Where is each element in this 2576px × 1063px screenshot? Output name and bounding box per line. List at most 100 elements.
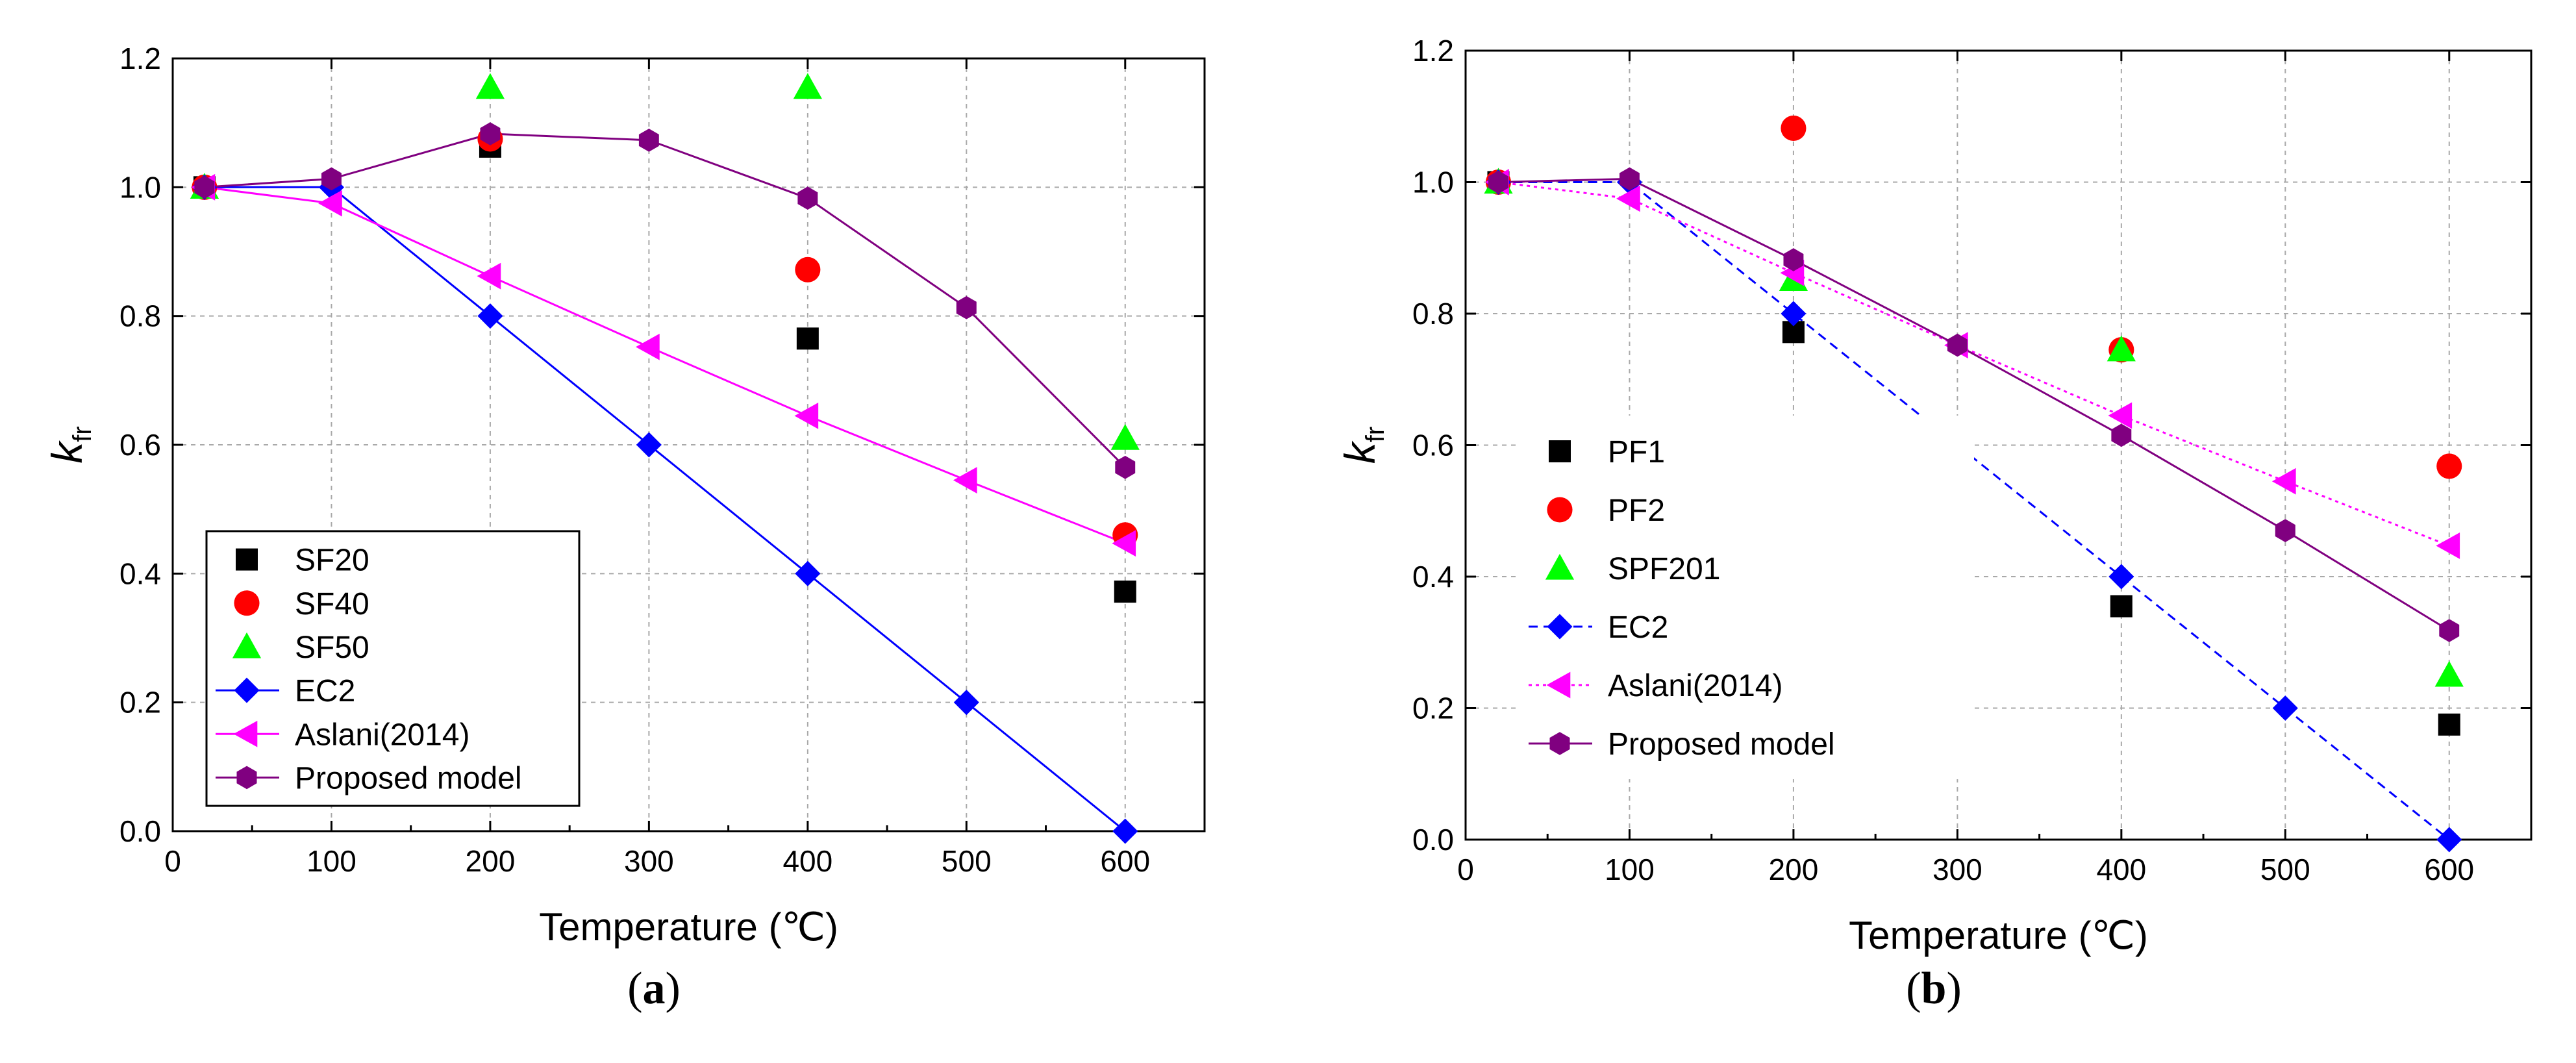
p0-y-tick-label-3: 0.6	[119, 428, 161, 462]
p1-x-tick-label-5: 500	[2260, 853, 2310, 886]
p0-series-line-5	[204, 132, 1126, 468]
p1-legend-label-0: PF1	[1608, 435, 1665, 469]
p0-series-0-point-2	[796, 327, 819, 350]
p0-legend-marker-5	[236, 766, 257, 790]
p0-series-4-point-2	[477, 262, 501, 290]
p0-series-4-point-3	[635, 333, 660, 360]
p0-x-tick-label-6: 600	[1100, 844, 1150, 878]
p1-x-axis-title: Temperature (℃)	[1849, 914, 2148, 957]
p1-legend-label-1: PF2	[1608, 494, 1665, 528]
p1-series-0-point-3	[2438, 713, 2460, 736]
p1-series-5-point-1	[1619, 167, 1640, 191]
p1-series-5-point-3	[1947, 333, 1968, 357]
p1-series-5-point-6	[2439, 619, 2460, 642]
p1-series-2-point-3	[2434, 660, 2464, 687]
p0-y-axis-title-sub: fr	[68, 426, 97, 442]
p0-legend-box	[205, 530, 581, 807]
p1-legend-marker-0	[1549, 440, 1571, 462]
p0-legend-marker-0	[236, 548, 258, 571]
p0-x-tick-label-4: 400	[782, 844, 832, 878]
p0-series-1-point-2	[795, 256, 821, 282]
p0-series-4-point-6	[1112, 530, 1136, 557]
p0-series-4-point-1	[318, 190, 342, 217]
p0-y-tick-label-6: 1.2	[119, 42, 161, 75]
p1-y-tick-label-4: 0.8	[1412, 297, 1454, 331]
p0-legend-marker-3	[234, 677, 260, 703]
p1-series-5-point-4	[2111, 423, 2132, 447]
p0-x-tick-label-3: 300	[624, 844, 674, 878]
p1-y-tick-label-5: 1.0	[1412, 166, 1454, 199]
p1-x-tick-label-4: 400	[2096, 853, 2146, 886]
p1-series-0-point-2	[2110, 595, 2132, 618]
p1-series-4-point-5	[2271, 468, 2296, 495]
p0-x-axis-title: Temperature (℃)	[539, 905, 838, 949]
p1-legend-marker-3	[1547, 614, 1573, 640]
p1-series-5-point-2	[1783, 248, 1804, 271]
p1-series-5-point-0	[1488, 170, 1508, 194]
p1-series-3-point-4	[2108, 564, 2134, 590]
p0-series-3-point-5	[953, 690, 979, 716]
p1-x-tick-label-3: 300	[1932, 853, 1982, 886]
p1-x-tick-label-6: 600	[2424, 853, 2474, 886]
p0-series-5-point-4	[797, 186, 818, 210]
p1-x-tick-label-0: 0	[1457, 853, 1474, 886]
p1-legend-label-5: Proposed model	[1608, 727, 1835, 762]
p0-series-3-point-3	[636, 432, 662, 458]
caption-b: (b)	[1906, 964, 1962, 1014]
p0-series-2-point-1	[475, 73, 505, 99]
panel-a: 0 100 200 300 400 500 600 0.0 0.2 0.4 0.6 0.8 1.0 1.2…	[43, 42, 1206, 949]
p0-x-tick-label-1: 100	[306, 844, 356, 878]
p1-legend-marker-2	[1545, 553, 1575, 580]
caption-b-letter: b	[1921, 964, 1947, 1014]
p1-legend-marker-1	[1547, 497, 1573, 523]
p1-series-4-point-6	[2436, 532, 2460, 559]
p0-legend-marker-1	[234, 590, 260, 616]
p0-series-3-point-4	[795, 560, 821, 586]
p0-y-tick-label-2: 0.4	[119, 557, 161, 590]
p1-legend-box	[1519, 416, 1974, 779]
p0-series-2-point-3	[1110, 423, 1140, 450]
p0-series-0-point-3	[1114, 581, 1136, 603]
p1-y-tick-label-0: 0.0	[1412, 823, 1454, 857]
p0-series-5-point-6	[1115, 455, 1136, 479]
p0-series-5-point-5	[956, 295, 977, 319]
p0-legend-marker-2	[232, 632, 262, 658]
p0-legend-label-5: Proposed model	[295, 761, 522, 795]
p1-legend-marker-5	[1549, 732, 1570, 755]
p0-y-axis-title-main: k	[43, 440, 91, 464]
p1-y-tick-label-3: 0.6	[1412, 429, 1454, 462]
p1-legend-label-3: EC2	[1608, 610, 1668, 645]
p0-series-3-point-2	[477, 303, 503, 329]
p0-series-5-point-1	[321, 167, 342, 191]
p1-y-tick-label-6: 1.2	[1412, 34, 1454, 68]
p0-series-2-point-2	[793, 73, 822, 99]
p1-series-4-point-4	[2108, 402, 2132, 429]
p1-series-2-point-2	[2107, 335, 2136, 362]
p0-y-tick-label-4: 0.8	[119, 299, 161, 333]
p0-legend-label-0: SF20	[295, 544, 369, 578]
p1-series-3-point-5	[2272, 695, 2298, 721]
p1-y-tick-label-2: 0.4	[1412, 560, 1454, 594]
p0-legend-marker-4	[233, 720, 258, 747]
p1-y-axis-title-sub: fr	[1361, 427, 1390, 442]
p0-y-tick-label-1: 0.2	[119, 686, 161, 719]
p1-series-3-point-2	[1781, 301, 1807, 327]
p1-series-3-point-6	[2436, 827, 2462, 853]
p0-series-3-point-6	[1112, 818, 1138, 844]
panel-b: 0 100 200 300 400 500 600 0.0 0.2 0.4 0.6 0.8 1.0 1.2…	[1336, 34, 2532, 957]
p0-y-tick-label-5: 1.0	[119, 170, 161, 204]
p0-series-5-point-2	[480, 122, 501, 145]
caption-a: (a)	[627, 964, 681, 1014]
p0-series-line-4	[204, 186, 1126, 545]
p1-y-tick-label-1: 0.2	[1412, 692, 1454, 725]
p1-x-tick-label-2: 200	[1769, 853, 1819, 886]
p0-y-tick-label-0: 0.0	[119, 814, 161, 848]
p1-legend-marker-4	[1546, 671, 1571, 699]
p1-series-5-point-5	[2275, 519, 2295, 542]
p1-x-tick-label-1: 100	[1605, 853, 1655, 886]
p0-legend-label-3: EC2	[295, 674, 355, 708]
caption-a-letter: a	[643, 964, 666, 1014]
p0-legend-label-1: SF40	[295, 587, 369, 621]
p1-series-1-point-3	[2436, 453, 2462, 479]
